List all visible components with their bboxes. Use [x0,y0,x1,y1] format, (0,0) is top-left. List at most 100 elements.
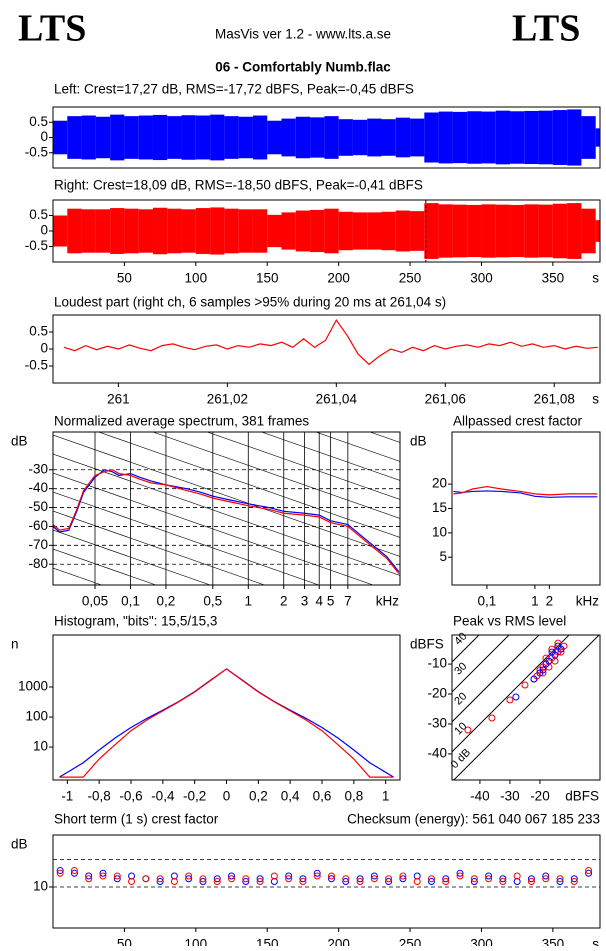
plot-area [63,318,598,366]
checksum: Checksum (energy): 561 040 067 185 233 [347,812,600,827]
waveform-envelope [338,119,353,156]
point [213,878,221,885]
waveform-envelope [81,115,96,160]
point [113,875,121,883]
point [342,875,350,883]
slope-line [53,491,320,585]
point [370,875,378,883]
x-axis-label: kHz [576,594,599,609]
y-tick-label: -0.5 [25,358,48,373]
plot-area [53,432,400,585]
panel-title: Histogram, "bits": 15,5/15,3 [54,614,217,629]
x-tick-label: 0,8 [344,789,363,804]
point [585,867,593,875]
waveform-envelope [495,204,511,258]
panel-title: Normalized average spectrum, 381 frames [54,414,309,429]
waveform-envelope [395,117,411,158]
waveform-envelope [367,212,382,250]
y-tick-label: 20 [432,476,447,491]
crest-line-label: 10 [452,720,469,737]
panel-title: Right: Crest=18,09 dB, RMS=-18,50 dBFS, … [54,178,423,193]
waveform-envelope [167,116,182,159]
x-tick-label: 261,04 [316,392,358,407]
x-tick-label: 50 [117,937,132,946]
point [356,878,364,885]
crest-line-label: 30 [452,660,469,677]
point [470,878,478,885]
point [413,872,421,880]
x-axis-label: s [592,271,599,286]
waveform-envelope [495,110,511,165]
x-tick-label: 3 [301,594,309,609]
x-tick-label: -40 [470,789,490,804]
y-tick-label: -40 [28,480,48,495]
point [570,878,578,885]
x-tick-label: 261 [107,392,130,407]
waveform-envelope [310,209,325,253]
y-tick-label: -80 [28,556,48,571]
waveform-envelope [95,209,111,253]
y-axis-label: dB [410,434,427,449]
y-tick-label: 5 [439,549,447,564]
y-tick-label: 10 [33,879,48,894]
y-tick-label: 10 [33,739,48,754]
waveform-envelope [424,203,439,259]
point [242,875,250,883]
point [356,875,364,883]
point [556,878,564,885]
series-line [59,668,394,778]
x-axis-label: kHz [376,594,399,609]
waveform-envelope [110,114,125,161]
waveform-envelope [224,208,239,254]
crest-line [452,635,480,663]
plot-frame [52,431,401,586]
point [213,875,221,883]
x-tick-label: 200 [327,937,350,946]
point [170,878,178,885]
y-tick-label: 0 [40,129,48,144]
plot-area [453,485,598,498]
plot-frame [52,834,601,929]
app-title: MasVis ver 1.2 - www.lts.a.se [215,27,391,42]
waveform-envelope [324,116,339,159]
waveform-envelope [81,209,96,253]
y-axis-label: dB [11,837,28,852]
y-tick-label: 15 [432,500,447,515]
point [488,714,496,722]
x-tick-label: 200 [327,271,350,286]
x-tick-label: 1 [382,789,390,804]
waveform-envelope [481,204,496,258]
x-tick-label: 0,4 [281,789,300,804]
point [299,875,307,883]
point [113,872,121,880]
plot-frame [451,634,601,781]
point [570,875,578,883]
x-tick-label: 0 [223,789,231,804]
panel-title: Loudest part (right ch, 6 samples >95% d… [54,295,446,310]
waveform-envelope [67,116,82,159]
series-line [53,469,400,575]
waveform-envelope [95,116,111,159]
point [527,878,535,885]
point [399,872,407,880]
waveform-envelope [238,209,253,253]
y-tick-label: -30 [427,716,447,731]
x-axis-label: s [592,392,599,407]
y-tick-label: -30 [28,461,48,476]
point [185,872,193,880]
plot-frame [52,314,601,384]
x-tick-label: -0,6 [119,789,142,804]
x-tick-label: 300 [470,271,493,286]
point [285,875,293,883]
logo-right: LTS [512,8,580,50]
waveform-envelope [438,111,453,164]
logo-left: LTS [18,8,86,50]
waveform-envelope [538,110,553,165]
y-axis-label: n [11,637,19,652]
point [327,875,335,883]
waveform-envelope [481,111,496,164]
point [530,675,538,683]
waveform-envelope [267,214,282,248]
waveform-envelope [381,211,396,251]
x-tick-label: 7 [344,594,352,609]
